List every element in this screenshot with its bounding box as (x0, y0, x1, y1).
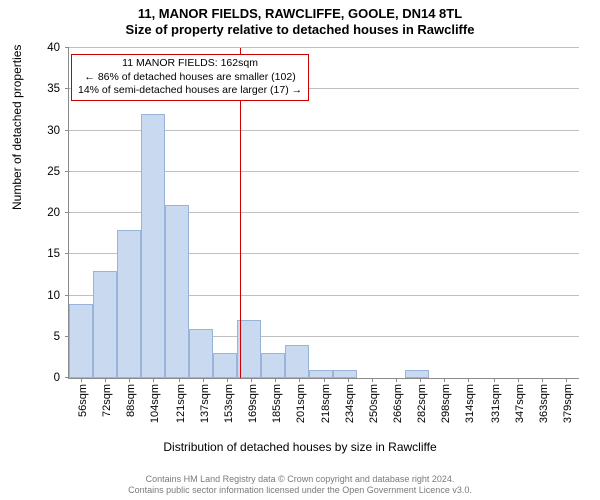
xtick-label: 282sqm (416, 384, 428, 423)
callout-line-1: 11 MANOR FIELDS: 162sqm (78, 57, 302, 71)
ytick-label: 20 (32, 207, 60, 219)
xtick-mark (348, 378, 349, 382)
ytick-mark (65, 212, 69, 213)
title-block: 11, MANOR FIELDS, RAWCLIFFE, GOOLE, DN14… (0, 0, 600, 39)
histogram-bar (405, 370, 429, 378)
ytick-label: 30 (32, 125, 60, 137)
xtick-mark (518, 378, 519, 382)
xtick-mark (494, 378, 495, 382)
xtick-mark (372, 378, 373, 382)
xtick-label: 298sqm (440, 384, 452, 423)
ytick-mark (65, 88, 69, 89)
ytick-mark (65, 253, 69, 254)
xtick-mark (468, 378, 469, 382)
histogram-bar (117, 230, 141, 379)
xtick-mark (129, 378, 130, 382)
chart-container: 11, MANOR FIELDS, RAWCLIFFE, GOOLE, DN14… (0, 0, 600, 500)
footer-line-1: Contains HM Land Registry data © Crown c… (0, 474, 600, 485)
xtick-mark (420, 378, 421, 382)
ytick-mark (65, 130, 69, 131)
ytick-label: 40 (32, 42, 60, 54)
xtick-mark (81, 378, 82, 382)
y-axis-title: Number of detached properties (10, 45, 24, 210)
xtick-label: 153sqm (223, 384, 235, 423)
xtick-mark (105, 378, 106, 382)
xtick-label: 104sqm (149, 384, 161, 423)
x-axis-title: Distribution of detached houses by size … (0, 440, 600, 454)
xtick-mark (153, 378, 154, 382)
xtick-label: 331sqm (490, 384, 502, 423)
xtick-mark (299, 378, 300, 382)
ytick-label: 25 (32, 166, 60, 178)
histogram-bar (333, 370, 357, 378)
xtick-label: 379sqm (562, 384, 574, 423)
xtick-mark (275, 378, 276, 382)
title-address: 11, MANOR FIELDS, RAWCLIFFE, GOOLE, DN14… (0, 6, 600, 22)
footer-attribution: Contains HM Land Registry data © Crown c… (0, 474, 600, 496)
xtick-label: 314sqm (464, 384, 476, 423)
histogram-bar (213, 353, 237, 378)
xtick-mark (444, 378, 445, 382)
xtick-label: 347sqm (514, 384, 526, 423)
title-subtitle: Size of property relative to detached ho… (0, 22, 600, 38)
xtick-label: 56sqm (77, 384, 89, 417)
ytick-label: 15 (32, 248, 60, 260)
ytick-label: 35 (32, 83, 60, 95)
ytick-mark (65, 171, 69, 172)
gridline (69, 47, 579, 48)
xtick-mark (542, 378, 543, 382)
ytick-mark (65, 295, 69, 296)
ytick-mark (65, 47, 69, 48)
callout-line-2: ← 86% of detached houses are smaller (10… (78, 71, 302, 85)
histogram-bar (165, 205, 189, 378)
histogram-bar (69, 304, 93, 378)
histogram-bar (285, 345, 309, 378)
xtick-label: 88sqm (125, 384, 137, 417)
xtick-mark (251, 378, 252, 382)
xtick-label: 234sqm (344, 384, 356, 423)
xtick-mark (227, 378, 228, 382)
plot-area: 11 MANOR FIELDS: 162sqm ← 86% of detache… (68, 48, 579, 379)
xtick-mark (396, 378, 397, 382)
xtick-label: 121sqm (175, 384, 187, 423)
xtick-label: 250sqm (368, 384, 380, 423)
histogram-bar (189, 329, 213, 379)
histogram-bar (309, 370, 333, 378)
ytick-label: 0 (32, 372, 60, 384)
xtick-label: 218sqm (320, 384, 332, 423)
histogram-bar (261, 353, 285, 378)
xtick-label: 201sqm (295, 384, 307, 423)
xtick-label: 266sqm (392, 384, 404, 423)
callout-line-3: 14% of semi-detached houses are larger (… (78, 84, 302, 98)
xtick-label: 363sqm (538, 384, 550, 423)
ytick-label: 5 (32, 331, 60, 343)
ytick-label: 10 (32, 290, 60, 302)
footer-line-2: Contains public sector information licen… (0, 485, 600, 496)
xtick-label: 137sqm (199, 384, 211, 423)
histogram-bar (141, 114, 165, 378)
callout-box: 11 MANOR FIELDS: 162sqm ← 86% of detache… (71, 54, 309, 101)
xtick-mark (324, 378, 325, 382)
xtick-mark (179, 378, 180, 382)
xtick-label: 72sqm (101, 384, 113, 417)
histogram-bar (93, 271, 117, 378)
xtick-mark (566, 378, 567, 382)
xtick-mark (203, 378, 204, 382)
xtick-label: 185sqm (271, 384, 283, 423)
xtick-label: 169sqm (247, 384, 259, 423)
